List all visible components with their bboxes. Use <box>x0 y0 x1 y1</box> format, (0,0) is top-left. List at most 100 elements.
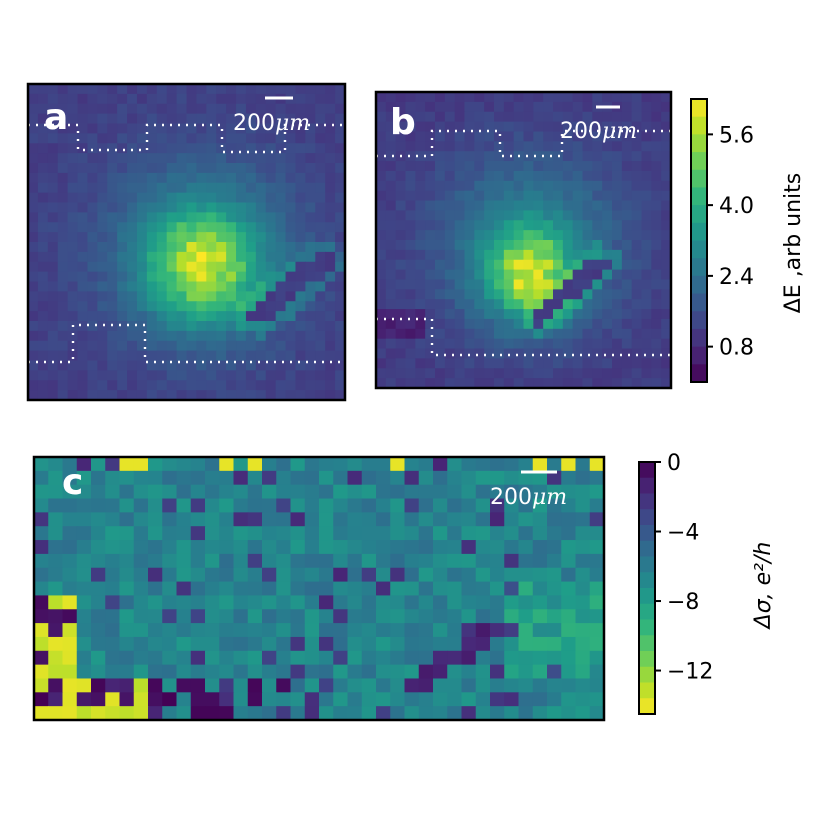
heatmap-a-cell <box>245 103 257 115</box>
heatmap-b-cell <box>602 240 613 251</box>
heatmap-a-cell <box>136 301 148 312</box>
heatmap-c-cell <box>205 512 220 527</box>
heatmap-a-cell <box>255 370 267 381</box>
heatmap-a-cell <box>136 143 148 154</box>
heatmap-a-cell <box>226 133 237 144</box>
heatmap-a-cell <box>325 153 336 164</box>
heatmap-b-cell <box>395 348 407 359</box>
heatmap-b-cell <box>435 378 446 389</box>
heatmap-a-cell <box>305 212 316 223</box>
heatmap-c-cell <box>447 567 463 583</box>
heatmap-c-cell <box>76 595 92 610</box>
heatmap-b-cell <box>533 220 544 231</box>
heatmap-a-cell <box>236 182 247 194</box>
heatmap-a-cell <box>275 242 287 253</box>
heatmap-c-cell <box>490 706 505 721</box>
heatmap-c-cell <box>518 692 534 707</box>
heatmap-b-cell <box>444 249 456 261</box>
heatmap-b-cell <box>435 249 446 261</box>
panel-label-b: b <box>390 102 416 143</box>
heatmap-a-cell <box>127 84 138 95</box>
heatmap-c-cell <box>233 623 249 638</box>
heatmap-c-cell <box>333 540 349 555</box>
heatmap-b-cell <box>464 170 475 182</box>
heatmap-a-cell <box>285 242 297 253</box>
heatmap-c-cell <box>532 470 548 486</box>
heatmap-a-cell <box>245 330 257 342</box>
heatmap-a-cell <box>156 242 168 253</box>
heatmap-a-cell <box>295 271 306 283</box>
heatmap-a-cell <box>275 380 287 391</box>
colorbar-delta-e-frame <box>690 98 708 383</box>
heatmap-b-cell <box>405 200 416 211</box>
heatmap-a-cell <box>127 291 138 302</box>
heatmap-a-cell <box>295 182 306 194</box>
heatmap-b-cell <box>592 269 603 281</box>
heatmap-a-cell <box>37 172 49 184</box>
heatmap-c-cell <box>404 623 420 638</box>
heatmap-b-cell <box>612 309 623 320</box>
heatmap-b-cell <box>533 249 544 261</box>
heatmap-c-cell <box>105 706 121 721</box>
heatmap-b-cell <box>631 210 643 221</box>
heatmap-a-cell <box>107 192 118 204</box>
heatmap-c-cell <box>76 650 92 666</box>
heatmap-b-cell <box>494 269 505 281</box>
heatmap-c-cell <box>361 623 377 638</box>
heatmap-a-cell <box>87 143 98 154</box>
heatmap-a-cell <box>107 123 118 134</box>
heatmap-c-cell <box>34 553 49 569</box>
heatmap-b-cell <box>484 378 495 389</box>
heatmap-a-cell <box>57 281 69 292</box>
heatmap-c-cell <box>461 526 477 541</box>
heatmap-a-cell <box>335 281 346 292</box>
heatmap-c-cell <box>48 470 64 486</box>
heatmap-b-cell <box>523 348 534 359</box>
heatmap-c-cell <box>162 609 178 624</box>
heatmap-b-cell <box>376 378 387 389</box>
heatmap-a-cell <box>206 321 217 332</box>
heatmap-c-cell <box>62 484 78 500</box>
heatmap-b-cell <box>631 220 643 231</box>
heatmap-c-cell <box>475 526 491 541</box>
heatmap-a-cell <box>166 360 178 371</box>
heatmap-b-cells <box>376 92 672 389</box>
heatmap-c-cell <box>205 526 220 541</box>
heatmap-a-cell <box>315 143 326 154</box>
heatmap-b-cell <box>612 170 623 182</box>
heatmap-c-cell <box>34 498 49 513</box>
heatmap-a-cell <box>216 291 227 302</box>
heatmap-c-cell <box>532 498 548 513</box>
heatmap-b-cell <box>513 170 525 182</box>
heatmap-b-cell <box>562 269 574 281</box>
heatmap-a-cell <box>127 311 138 322</box>
heatmap-a-cell <box>216 251 227 263</box>
heatmap-b-cell <box>602 210 613 221</box>
heatmap-c-cell <box>447 457 463 472</box>
heatmap-c-cell <box>390 706 406 721</box>
heatmap-c-cell <box>34 692 49 707</box>
heatmap-a-cell <box>255 113 267 125</box>
heatmap-c-cell <box>461 512 477 527</box>
heatmap-b-cell <box>474 101 485 113</box>
heatmap-b-cell <box>621 200 633 211</box>
heatmap-a-cell <box>97 350 108 362</box>
heatmap-a-cell <box>206 113 217 125</box>
heatmap-b-cell <box>661 220 672 231</box>
heatmap-c-cell <box>433 595 448 610</box>
heatmap-b-cell <box>553 180 564 192</box>
heatmap-b-cell <box>582 368 593 379</box>
heatmap-b-cell <box>621 240 633 251</box>
heatmap-a-cell <box>127 113 138 125</box>
heatmap-b-cell <box>464 269 475 281</box>
heatmap-b-cell <box>415 151 426 162</box>
heatmap-c-cell <box>347 512 363 527</box>
heatmap-b-cell <box>494 210 505 221</box>
heatmap-b-cell <box>464 368 475 379</box>
heatmap-b-cell <box>435 92 446 103</box>
colorbar-delta-e-segment <box>691 346 708 365</box>
heatmap-c-cell <box>390 650 406 666</box>
heatmap-b-cell <box>612 190 623 202</box>
heatmap-a-cell <box>117 380 128 391</box>
heatmap-a-cell <box>305 390 316 401</box>
